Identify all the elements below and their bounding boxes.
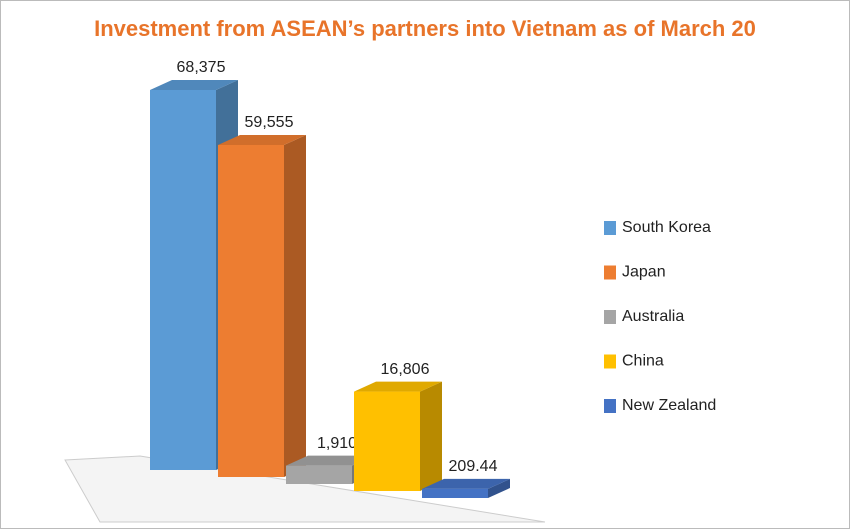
bar-front — [218, 144, 284, 477]
bar-side — [488, 478, 510, 498]
bar — [422, 478, 510, 498]
bar-top — [354, 381, 442, 392]
bar-top — [422, 478, 510, 489]
value-label: 1,910 — [317, 435, 357, 452]
bar-front — [422, 488, 488, 498]
value-label: 16,806 — [381, 361, 430, 378]
floor — [64, 455, 546, 523]
bar — [354, 381, 442, 491]
bar-top — [286, 455, 374, 466]
bar-top — [150, 80, 238, 90]
bar-front — [354, 391, 420, 491]
legend-swatch — [604, 265, 616, 280]
legend-swatch — [604, 399, 616, 413]
legend-label: Australia — [622, 308, 684, 325]
bar-top — [218, 134, 306, 145]
value-label: 59,555 — [245, 114, 294, 131]
legend-swatch — [604, 310, 616, 324]
bar-side — [420, 381, 442, 491]
bar — [218, 134, 306, 477]
legend-label: New Zealand — [622, 397, 716, 414]
bar — [150, 80, 238, 470]
bar-side — [284, 134, 306, 477]
legend-label: South Korea — [622, 219, 711, 236]
legend-swatch — [604, 221, 616, 235]
value-label: 68,375 — [177, 59, 226, 76]
legend-swatch — [604, 354, 616, 369]
legend-label: China — [622, 353, 664, 370]
legend-label: Japan — [622, 264, 666, 281]
bar-front — [286, 465, 352, 484]
value-label: 209.44 — [449, 458, 498, 475]
bar-front — [150, 90, 216, 470]
chart-title: Investment from ASEAN’s partners into Vi… — [94, 16, 756, 41]
